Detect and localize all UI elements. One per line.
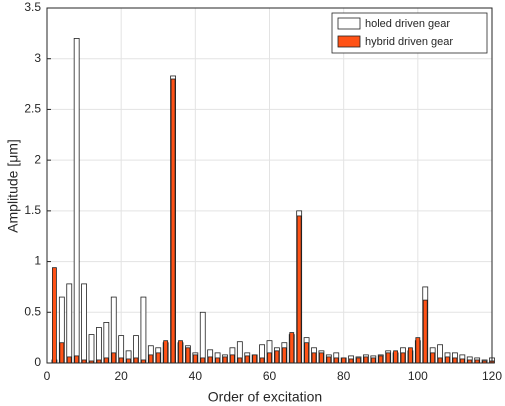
bar: [459, 358, 465, 364]
x-tick-label: 80: [337, 369, 351, 383]
bar: [126, 358, 131, 364]
bar: [311, 352, 317, 364]
bar: [319, 352, 324, 364]
bar: [59, 342, 65, 364]
bar: [393, 350, 398, 364]
x-tick-label: 120: [482, 369, 502, 383]
bar: [259, 357, 265, 364]
bar: [445, 356, 450, 364]
bar: [363, 356, 369, 364]
y-tick-label: 1: [34, 254, 41, 268]
bar: [52, 267, 57, 364]
bar: [170, 78, 176, 364]
bar: [385, 352, 391, 364]
bar: [66, 356, 72, 364]
bar: [400, 352, 406, 364]
bar: [73, 38, 80, 364]
bar: [88, 334, 95, 364]
bar: [66, 283, 73, 364]
x-axis-label: Order of excitation: [208, 389, 322, 405]
bar: [178, 340, 183, 364]
bar: [237, 357, 243, 364]
bar: [185, 347, 191, 364]
legend-swatch: [337, 35, 361, 48]
bar: [356, 357, 361, 364]
bar: [96, 327, 102, 364]
bar: [437, 357, 443, 364]
bar: [408, 347, 413, 364]
bar: [200, 357, 206, 364]
bar: [326, 356, 332, 364]
x-tick-label: 0: [44, 369, 51, 383]
bar: [267, 352, 272, 364]
y-tick-label: 0: [34, 355, 41, 369]
bar: [252, 354, 258, 364]
bar: [415, 337, 421, 364]
x-tick-label: 60: [263, 369, 277, 383]
bar: [422, 299, 428, 364]
plot-frame: [46, 7, 493, 364]
x-tick-label: 100: [408, 369, 428, 383]
x-tick-label: 20: [114, 369, 128, 383]
legend-label: holed driven gear: [365, 18, 450, 30]
bar: [452, 357, 458, 364]
bar: [192, 354, 198, 364]
bar: [199, 311, 206, 364]
bar: [140, 296, 147, 364]
bar: [244, 355, 250, 364]
bar: [103, 357, 109, 364]
bar: [333, 357, 339, 364]
bar: [155, 352, 161, 364]
bar: [222, 356, 228, 364]
bar: [281, 347, 287, 364]
bar: [348, 358, 354, 364]
bar: [111, 352, 117, 364]
bar: [74, 355, 80, 364]
y-tick-label: 1.5: [24, 203, 41, 217]
bar: [207, 356, 213, 364]
bar: [81, 283, 87, 364]
bar: [163, 340, 169, 364]
bar: [289, 332, 295, 364]
y-tick-label: 3: [34, 51, 41, 65]
bar: [378, 355, 384, 364]
legend-label: hybrid driven gear: [365, 36, 453, 48]
bar: [230, 354, 235, 364]
bar: [370, 357, 376, 364]
bar: [304, 342, 309, 364]
bar: [296, 215, 302, 364]
bar: [274, 350, 280, 364]
bar: [148, 354, 154, 364]
y-tick-label: 2.5: [24, 102, 41, 116]
legend-swatch: [337, 17, 361, 30]
y-axis-label: Amplitude [μm]: [5, 139, 21, 233]
bar: [215, 357, 220, 364]
x-tick-label: 40: [189, 369, 203, 383]
y-tick-label: 3.5: [24, 0, 41, 14]
y-tick-label: 2: [34, 152, 41, 166]
y-tick-label: 0.5: [24, 304, 41, 318]
bar: [133, 357, 139, 364]
bar: [103, 322, 110, 364]
bar: [118, 357, 124, 364]
bar: [341, 357, 347, 364]
bar: [430, 352, 436, 364]
